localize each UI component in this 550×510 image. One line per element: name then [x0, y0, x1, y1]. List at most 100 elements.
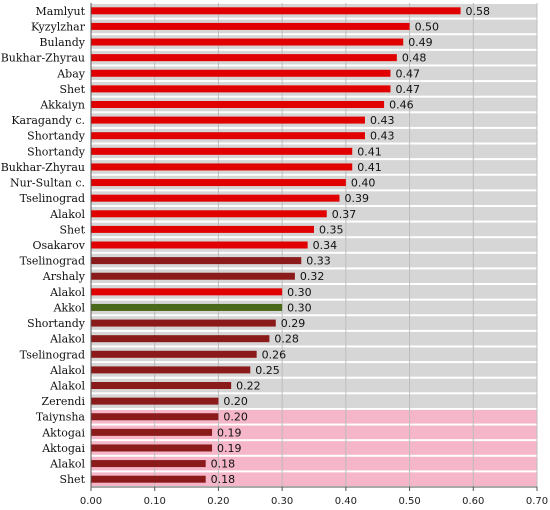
bar [91, 69, 391, 77]
category-label: Shet [59, 83, 85, 96]
value-label: 0.46 [389, 98, 414, 111]
category-label: Shortandy [27, 317, 86, 330]
category-label: Alakol [49, 380, 85, 393]
bar [91, 444, 213, 452]
category-label: Alakol [49, 364, 85, 377]
value-label: 0.49 [408, 36, 433, 49]
value-label: 0.41 [357, 145, 382, 158]
category-label: Zerendi [41, 395, 85, 408]
value-label: 0.43 [370, 114, 395, 127]
bar [91, 241, 308, 249]
value-label: 0.35 [319, 223, 344, 236]
value-label: 0.26 [262, 348, 287, 361]
category-label: Akkaiyn [39, 98, 85, 111]
bar [91, 303, 283, 311]
bar [91, 85, 391, 93]
value-label: 0.37 [332, 208, 357, 221]
bar [91, 54, 397, 62]
value-labels: 0.58 0.50 0.49 0.48 0.47 0.47 0.46 0.43 0.43 0.41… [211, 5, 490, 486]
bar [91, 163, 353, 171]
category-label: Shet [59, 223, 85, 236]
value-label: 0.28 [274, 333, 299, 346]
bar [91, 22, 410, 30]
bar [91, 366, 251, 374]
x-tick-label: 0.10 [144, 496, 166, 507]
value-label: 0.47 [395, 83, 420, 96]
category-label: Bukhar-Zhyrau [1, 52, 85, 65]
value-label: 0.25 [255, 364, 279, 377]
x-tick-label: 0.00 [80, 496, 102, 507]
value-label: 0.41 [357, 161, 382, 174]
category-label: Arshaly [42, 270, 86, 283]
value-label: 0.48 [402, 52, 427, 65]
category-label: Tselinograd [20, 348, 85, 361]
category-label: Tselinograd [20, 255, 85, 268]
value-label: 0.30 [287, 286, 312, 299]
bar [91, 38, 404, 46]
value-label: 0.50 [415, 20, 440, 33]
bar [91, 288, 283, 296]
x-tick-label: 0.70 [526, 496, 548, 507]
x-tick-label: 0.40 [335, 496, 357, 507]
category-label: Osakarov [32, 239, 85, 252]
bar [91, 7, 461, 15]
category-label: Aktogai [41, 426, 85, 439]
category-label: Shet [59, 473, 85, 486]
value-label: 0.30 [287, 301, 312, 314]
category-label: Aktogai [41, 442, 85, 455]
category-label: Alakol [49, 208, 85, 221]
value-label: 0.19 [217, 426, 242, 439]
value-label: 0.29 [281, 317, 306, 330]
value-label: 0.20 [223, 395, 248, 408]
bar [91, 413, 219, 421]
x-tick-label: 0.60 [462, 496, 484, 507]
category-labels: Mamlyut Kyzylzhar Bulandy Bukhar-Zhyrau Abay… [1, 5, 86, 486]
bar [91, 460, 206, 468]
category-label: Nur-Sultan c. [10, 177, 85, 190]
bar [91, 132, 365, 140]
category-label: Kyzylzhar [31, 20, 86, 33]
bars [91, 7, 461, 483]
x-tick-label: 0.20 [207, 496, 229, 507]
bar [91, 335, 270, 343]
category-label: Abay [56, 67, 86, 80]
bar [91, 257, 302, 265]
category-label: Mamlyut [36, 5, 86, 18]
value-label: 0.20 [223, 411, 248, 424]
bar [91, 194, 340, 202]
category-label: Bukhar-Zhyrau [1, 161, 85, 174]
bar [91, 100, 385, 108]
value-label: 0.58 [466, 5, 491, 18]
bar [91, 428, 213, 436]
category-label: Alakol [49, 286, 85, 299]
value-label: 0.18 [211, 458, 236, 471]
x-tick-label: 0.30 [271, 496, 293, 507]
value-label: 0.34 [313, 239, 338, 252]
value-label: 0.32 [300, 270, 325, 283]
category-label: Karagandy c. [11, 114, 85, 127]
bar [91, 179, 346, 187]
category-label: Alakol [49, 458, 85, 471]
value-label: 0.33 [306, 255, 331, 268]
value-label: 0.22 [236, 380, 261, 393]
bar [91, 350, 257, 358]
category-label: Akkol [53, 301, 86, 314]
bar [91, 382, 232, 390]
bar [91, 397, 219, 405]
value-label: 0.43 [370, 130, 395, 143]
bar [91, 147, 353, 155]
category-label: Alakol [49, 333, 85, 346]
value-label: 0.19 [217, 442, 242, 455]
bar [91, 225, 314, 233]
value-label: 0.39 [344, 192, 369, 205]
x-axis: 0.00 0.10 0.20 0.30 0.40 0.50 0.60 0.70 [80, 3, 548, 507]
x-tick-label: 0.50 [398, 496, 420, 507]
category-label: Tselinograd [20, 192, 85, 205]
bar [91, 272, 295, 280]
category-label: Shortandy [27, 130, 86, 143]
bar [91, 116, 365, 124]
bar [91, 319, 276, 327]
category-label: Taiynsha [36, 411, 86, 424]
